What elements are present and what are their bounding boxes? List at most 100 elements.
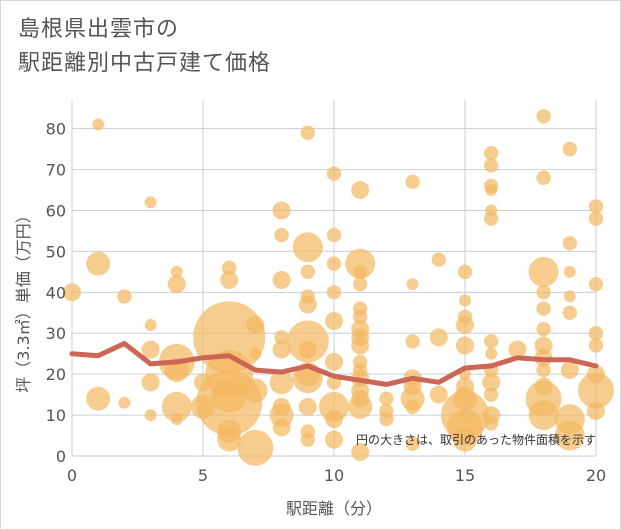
bubble-point [300, 289, 315, 304]
bubble-point [429, 385, 448, 404]
x-tick-label: 15 [455, 466, 475, 485]
bubble-point [588, 211, 604, 226]
bubble-point [274, 330, 289, 345]
bubble-point [298, 340, 317, 359]
bubble-point [562, 141, 577, 157]
y-tick-label: 60 [46, 201, 66, 220]
bubble-point [300, 125, 315, 140]
bubble-point [170, 265, 183, 278]
chart-title: 島根県出雲市の 駅距離別中古戸建て価格 [18, 13, 271, 81]
bubble-point [141, 340, 160, 359]
bubble-point [326, 166, 342, 181]
average-line [69, 341, 599, 387]
bubble-point [246, 316, 265, 335]
bubble-point [326, 285, 342, 300]
bubble-point [300, 264, 315, 280]
bubble-point [144, 319, 157, 332]
chart-title-line-2: 駅距離別中古戸建て価格 [18, 51, 272, 76]
y-tick-label: 10 [46, 406, 66, 425]
bubble-point [326, 227, 342, 243]
bubble-point [217, 427, 242, 452]
bubble-point [484, 334, 499, 349]
bubble-point [86, 251, 111, 276]
bubble-point [161, 391, 192, 422]
y-tick-label: 0 [56, 447, 66, 466]
bubble-point [405, 436, 420, 451]
bubble-point [237, 429, 274, 466]
bubble-point [326, 256, 342, 271]
bubble-point [191, 394, 215, 419]
bubble-point [170, 413, 183, 426]
bubble-point [588, 338, 604, 353]
bubble-point [298, 397, 317, 416]
x-tick-label: 0 [67, 466, 77, 485]
bubble-point [300, 432, 315, 447]
bubble-point [562, 305, 577, 320]
bubble-point [508, 340, 527, 359]
bubble-point [351, 336, 370, 355]
bubble-point [588, 326, 604, 341]
bubble-point [578, 372, 614, 409]
bubble-point [536, 362, 551, 378]
bubble-point [144, 409, 157, 422]
bubble-point [141, 373, 160, 392]
bubble-point [484, 387, 499, 402]
bubble-point [353, 309, 368, 325]
bubble-layer [63, 109, 614, 466]
bubble-point [325, 410, 343, 429]
bubble-point [117, 289, 132, 304]
bubble-point [272, 340, 291, 359]
bubble-point [220, 271, 239, 290]
bubble-point [249, 347, 262, 360]
bubble-point [92, 118, 105, 131]
average-line-layer [69, 341, 599, 387]
y-tick-label: 30 [46, 324, 66, 343]
bubble-point [457, 309, 473, 325]
bubble-point [482, 373, 501, 392]
bubble-point [484, 416, 499, 431]
bubble-point [325, 352, 343, 371]
bubble-point [457, 264, 473, 280]
bubble-point [86, 386, 111, 411]
bubble-point [536, 301, 551, 316]
bubble-point [272, 397, 291, 416]
bubble-point [353, 362, 368, 378]
bubble-point [562, 236, 577, 251]
bubble-point [459, 294, 471, 307]
bubble-point [211, 376, 248, 413]
bubble-point [587, 365, 605, 384]
bubble-point [528, 256, 559, 287]
bubble-point [403, 377, 422, 396]
y-axis-label: 坪（3.3㎡）単価（万円） [14, 207, 33, 392]
tick-labels: 0 5 10 15 20 0 10 20 30 40 50 60 70 80 [46, 120, 607, 485]
bubble-point [536, 285, 551, 300]
bubble-point [406, 278, 419, 291]
bubble-point [536, 109, 551, 124]
bubble-point [274, 227, 289, 243]
bubble-point [554, 420, 585, 451]
bubble-point [272, 201, 291, 220]
x-tick-label: 5 [198, 466, 208, 485]
bubble-point [353, 264, 368, 280]
y-tick-label: 40 [46, 283, 66, 302]
bubble-point [456, 336, 474, 355]
bubble-point [325, 430, 343, 449]
bubble-point [167, 275, 186, 294]
bubble-point [272, 271, 291, 290]
y-tick-label: 70 [46, 161, 66, 180]
bubble-point [292, 232, 323, 263]
bubble-point [484, 158, 499, 173]
x-axis-label: 駅距離（分） [286, 499, 382, 518]
bubble-point [563, 290, 576, 303]
bubble-point [485, 204, 498, 217]
bubble-point [325, 311, 343, 330]
bubble-point [63, 283, 81, 302]
y-tick-label: 20 [46, 365, 66, 384]
bubble-point [528, 400, 559, 431]
y-tick-label: 80 [46, 120, 66, 139]
bubble-point [563, 265, 576, 278]
bubble-point [118, 396, 131, 409]
bubble-point [379, 411, 394, 427]
bubble-point [351, 442, 370, 461]
bubble-point [534, 377, 553, 396]
